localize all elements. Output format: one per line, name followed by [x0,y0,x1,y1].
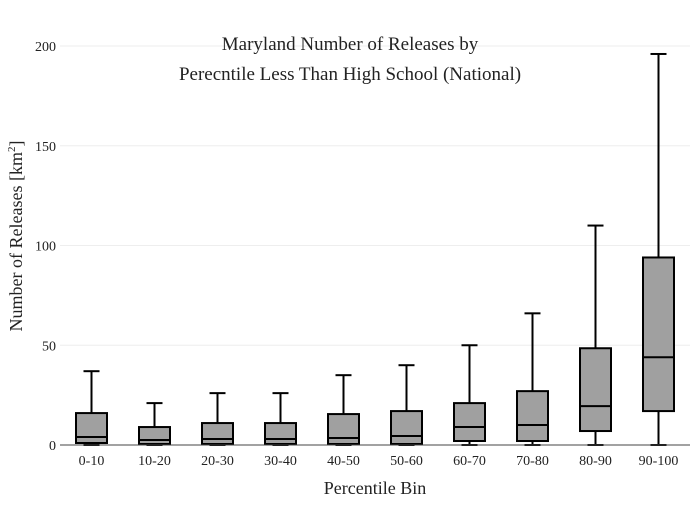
x-tick-label: 40-50 [327,454,360,469]
chart-title-line-2: Perecntile Less Than High School (Nation… [179,64,521,85]
x-tick-label: 60-70 [453,454,486,469]
x-tick-label: 90-100 [639,454,679,469]
x-tick-label: 50-60 [390,454,423,469]
iqr-box [264,422,297,446]
iqr-box [516,390,549,443]
y-tick-label: 50 [42,339,56,354]
y-tick-label: 200 [35,40,56,55]
iqr-box [75,412,108,445]
x-tick-label: 80-90 [579,454,612,469]
grid-layer [60,45,690,346]
iqr-box [327,413,360,446]
iqr-box [138,426,171,446]
box-0-10 [75,370,108,446]
tick-labels-layer: 0 50 100 150 200 0-10 10-20 20-30 30-40 40-50 50-6… [35,40,678,469]
boxes-layer [75,52,675,446]
y-axis-title: Number of Releases [km2] [6,141,26,332]
box-60-70 [453,344,486,446]
iqr-box [579,347,612,433]
iqr-box [201,422,234,446]
box-50-60 [390,364,423,446]
box-40-50 [327,374,360,446]
iqr-box [390,410,423,446]
box-90-100 [642,52,675,446]
iqr-box [453,402,486,443]
y-tick-label: 150 [35,140,56,155]
y-axis-title-close: ] [6,141,26,147]
box-20-30 [201,392,234,446]
chart-title-line-1: Maryland Number of Releases by [222,34,479,55]
iqr-box [642,256,675,413]
y-axis-title-main: Number of Releases [km [6,152,26,331]
y-tick-label: 0 [49,439,56,454]
box-70-80 [516,312,549,446]
x-tick-label: 20-30 [201,454,234,469]
box-10-20 [138,402,171,446]
x-axis-title: Percentile Bin [324,478,426,498]
box-30-40 [264,392,297,446]
box-80-90 [579,224,612,446]
y-tick-label: 100 [35,240,56,255]
x-tick-label: 30-40 [264,454,297,469]
y-axis-title-superscript: 2 [6,147,18,153]
x-tick-label: 70-80 [516,454,549,469]
x-tick-label: 0-10 [79,454,105,469]
x-tick-label: 10-20 [138,454,171,469]
